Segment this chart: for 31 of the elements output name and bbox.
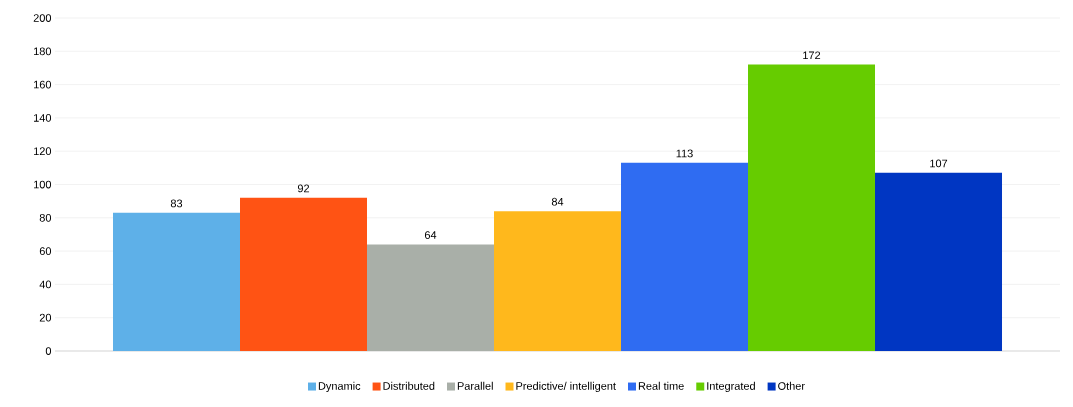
y-tick-label: 140 (34, 114, 52, 122)
data-label: 92 (297, 184, 310, 193)
data-label: 84 (551, 197, 564, 206)
data-label: 64 (424, 231, 437, 239)
data-label: 83 (170, 199, 183, 208)
data-label: 107 (930, 159, 948, 168)
y-tick-label: 160 (34, 80, 52, 89)
y-tick-label: 60 (39, 247, 52, 255)
legend-label: Parallel (457, 381, 493, 390)
bar (113, 212, 240, 351)
y-tick-label: 0 (45, 347, 52, 355)
legend-label: Integrated (707, 381, 755, 393)
data-label: 172 (803, 51, 821, 60)
bar (875, 172, 1003, 351)
y-tick-label: 200 (33, 14, 52, 22)
y-tick-label: 120 (34, 147, 52, 156)
y-tick-label: 40 (39, 280, 52, 289)
y-tick-label: 20 (39, 313, 52, 322)
legend-label: Distributed (383, 381, 435, 390)
legend-label: Dynamic (318, 381, 361, 393)
bar (748, 64, 876, 351)
y-tick-label: 80 (39, 213, 52, 222)
legend-label: Real time (638, 381, 684, 390)
data-label: 113 (676, 149, 693, 158)
legend-label: Predictive/ intelligent (516, 381, 616, 393)
y-tick-label: 100 (34, 180, 52, 189)
legend-label: Other (778, 381, 805, 390)
y-tick-label: 180 (34, 47, 52, 56)
bar (240, 197, 367, 351)
bar (621, 162, 748, 351)
bar (494, 211, 621, 351)
